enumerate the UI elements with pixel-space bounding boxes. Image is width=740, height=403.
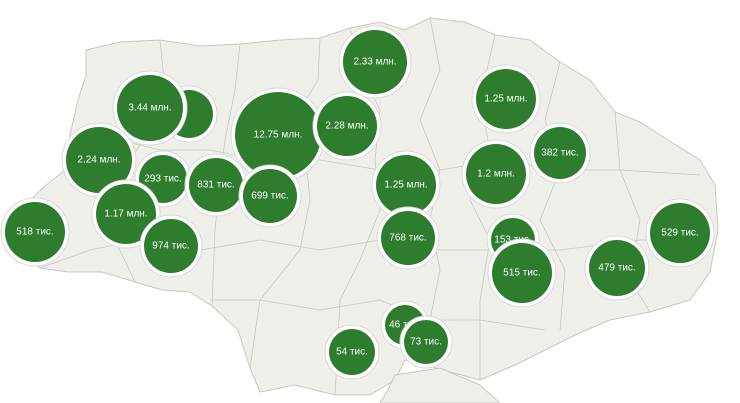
bubble-circle bbox=[476, 69, 536, 129]
bubble-label: 54 тис. bbox=[336, 347, 368, 358]
bubble-circle bbox=[317, 96, 377, 156]
bubble-cherkasy[interactable]: 1.25 млн. bbox=[371, 150, 441, 220]
bubble-circle bbox=[492, 243, 552, 303]
bubbles-layer: 3.44 млн. 12.75 млн. 2.33 млн. 2.28 млн. 1.2… bbox=[0, 25, 715, 380]
bubble-label: 73 тис. bbox=[410, 337, 442, 348]
bubble-kherson[interactable]: 73 тис. bbox=[399, 315, 453, 369]
bubble-label: 529 тис. bbox=[661, 228, 698, 239]
bubble-circle bbox=[650, 203, 710, 263]
bubble-circle bbox=[404, 320, 448, 364]
bubble-label: 2.33 млн. bbox=[353, 57, 396, 68]
bubble-circle bbox=[376, 155, 436, 215]
bubble-kyiv[interactable]: 12.75 млн. bbox=[230, 87, 326, 183]
bubble-khmelnytskyi[interactable]: 831 тис. bbox=[184, 153, 248, 217]
bubble-label: 2.28 млн. bbox=[325, 121, 368, 132]
bubble-label: 518 тис. bbox=[16, 227, 53, 238]
bubble-circle bbox=[466, 144, 526, 204]
bubble-chernivtsi[interactable]: 974 тис. bbox=[139, 214, 203, 278]
bubble-odesa[interactable]: 54 тис. bbox=[324, 324, 380, 380]
bubble-label: 974 тис. bbox=[152, 241, 189, 252]
bubble-kyiv-oblast[interactable]: 2.28 млн. bbox=[312, 91, 382, 161]
bubble-label: 831 тис. bbox=[197, 180, 234, 191]
bubble-zakarpattia[interactable]: 518 тис. bbox=[0, 197, 70, 267]
bubble-dnipro-south[interactable]: 515 тис. bbox=[487, 238, 557, 308]
bubble-circle bbox=[243, 169, 297, 223]
bubble-label: 479 тис. bbox=[598, 263, 635, 274]
bubble-label: 2.24 млн. bbox=[77, 155, 120, 166]
crimea-outline bbox=[379, 367, 501, 403]
bubble-volyn[interactable]: 3.44 млн. bbox=[112, 70, 188, 146]
bubble-label: 768 тис. bbox=[389, 233, 426, 244]
bubble-label: 1.2 млн. bbox=[477, 169, 515, 180]
bubble-circle bbox=[329, 329, 375, 375]
bubble-label: 515 тис. bbox=[503, 268, 540, 279]
bubble-lviv[interactable]: 2.24 млн. bbox=[61, 122, 137, 198]
bubble-label: 699 тис. bbox=[251, 191, 288, 202]
bubble-label: 293 тис. bbox=[144, 174, 181, 185]
bubble-label: 1.25 млн. bbox=[384, 180, 427, 191]
bubble-label: 1.17 млн. bbox=[104, 209, 147, 220]
bubble-circle bbox=[381, 211, 435, 265]
bubble-label: 12.75 млн. bbox=[254, 130, 303, 141]
bubble-circle bbox=[235, 92, 321, 178]
bubble-kirovohrad[interactable]: 768 тис. bbox=[376, 206, 440, 270]
bubble-circle bbox=[534, 127, 586, 179]
bubble-circle bbox=[96, 184, 156, 244]
bubble-label: 382 тис. bbox=[541, 148, 578, 159]
bubble-sumy[interactable]: 1.25 млн. bbox=[471, 64, 541, 134]
bubble-vinnytsia[interactable]: 699 тис. bbox=[238, 164, 302, 228]
region-border-7 bbox=[539, 61, 566, 331]
bubble-label: 46 тис. bbox=[389, 320, 421, 331]
bubble-chernihiv[interactable]: 2.33 млн. bbox=[338, 25, 412, 99]
bubble-circle bbox=[189, 158, 243, 212]
bubble-donetsk[interactable]: 479 тис. bbox=[584, 235, 650, 301]
bubble-ivano-frankivsk[interactable]: 1.17 млн. bbox=[91, 179, 161, 249]
bubble-kharkiv-north[interactable]: 382 тис. bbox=[529, 122, 591, 184]
bubble-luhansk[interactable]: 529 тис. bbox=[645, 198, 715, 268]
bubble-label: 3.44 млн. bbox=[128, 103, 171, 114]
bubble-circle bbox=[589, 240, 645, 296]
bubble-circle bbox=[117, 75, 183, 141]
bubble-circle bbox=[66, 127, 132, 193]
bubble-circle bbox=[343, 30, 407, 94]
bubble-poltava[interactable]: 1.2 млн. bbox=[461, 139, 531, 209]
region-border-11 bbox=[210, 299, 546, 331]
bubble-circle bbox=[5, 202, 65, 262]
bubble-label: 1.25 млн. bbox=[484, 94, 527, 105]
region-border-3 bbox=[249, 37, 321, 369]
bubble-circle bbox=[144, 219, 198, 273]
